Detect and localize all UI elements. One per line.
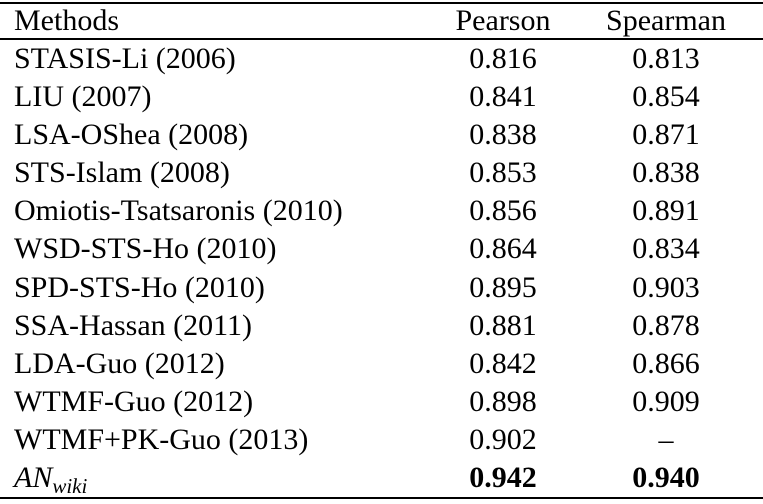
method-cell: Omiotis-Tsatsaronis (2010) [0,192,437,230]
spearman-value: 0.854 [632,80,700,114]
method-label: STS-Islam (2008) [14,156,230,190]
pearson-value: 0.838 [469,118,537,152]
method-cell: LSA-OShea (2008) [0,116,437,154]
method-label: LIU (2007) [14,80,152,114]
method-label: Omiotis-Tsatsaronis (2010) [14,194,343,228]
method-cell: WSD-STS-Ho (2010) [0,230,437,268]
pearson-value: 0.864 [469,232,537,266]
table-row: WTMF+PK-Guo (2013) 0.902 – [0,421,763,459]
method-label: WSD-STS-Ho (2010) [14,232,277,266]
spearman-value: 0.866 [632,346,700,380]
table-row: WTMF-Guo (2012) 0.898 0.909 [0,383,763,421]
pearson-value: 0.902 [469,422,537,456]
method-cell: WTMF-Guo (2012) [0,383,437,421]
spearman-value: 0.903 [632,270,700,304]
table-row: STASIS-Li (2006) 0.816 0.813 [0,39,763,78]
method-cell: STASIS-Li (2006) [0,39,437,78]
spearman-value: 0.940 [632,460,700,494]
table-header: Methods Pearson Spearman [0,3,763,39]
pearson-value: 0.942 [469,460,537,494]
pearson-value: 0.841 [469,80,537,114]
table-row: LIU (2007) 0.841 0.854 [0,78,763,116]
col-header-spearman: Spearman [606,4,726,37]
table-row: LDA-Guo (2012) 0.842 0.866 [0,345,763,383]
spearman-value: 0.909 [632,384,700,418]
method-label: AN [14,460,53,494]
pearson-value: 0.898 [469,384,537,418]
spearman-value: 0.871 [632,118,700,152]
spearman-value: – [658,422,674,456]
pearson-value: 0.816 [469,42,537,76]
method-cell: ANwiki [0,459,437,498]
table-row: ANwiki 0.942 0.940 [0,459,763,498]
spearman-value: 0.838 [632,156,700,190]
pearson-value: 0.842 [469,346,537,380]
method-label: LSA-OShea (2008) [14,118,249,152]
spearman-value: 0.878 [632,308,700,342]
method-label: WTMF+PK-Guo (2013) [14,422,309,456]
table-row: SSA-Hassan (2011) 0.881 0.878 [0,307,763,345]
spearman-value: 0.834 [632,232,700,266]
method-label: SSA-Hassan (2011) [14,308,253,342]
pearson-value: 0.881 [469,308,537,342]
col-header-pearson: Pearson [455,4,551,37]
table-body: STASIS-Li (2006) 0.816 0.813 LIU (2007) … [0,39,763,498]
table-row: LSA-OShea (2008) 0.838 0.871 [0,116,763,154]
table-row: WSD-STS-Ho (2010) 0.864 0.834 [0,230,763,268]
method-label: WTMF-Guo (2012) [14,384,254,418]
method-label: LDA-Guo (2012) [14,346,225,380]
method-cell: SSA-Hassan (2011) [0,307,437,345]
table-row: STS-Islam (2008) 0.853 0.838 [0,154,763,192]
col-header-methods: Methods [14,4,119,37]
table-row: Omiotis-Tsatsaronis (2010) 0.856 0.891 [0,192,763,230]
table-row: SPD-STS-Ho (2010) 0.895 0.903 [0,268,763,306]
method-cell: SPD-STS-Ho (2010) [0,268,437,306]
spearman-value: 0.891 [632,194,700,228]
method-label: SPD-STS-Ho (2010) [14,270,265,304]
method-subscript: wiki [52,473,88,498]
method-cell: LDA-Guo (2012) [0,345,437,383]
pearson-value: 0.856 [469,194,537,228]
method-cell: WTMF+PK-Guo (2013) [0,421,437,459]
pearson-value: 0.895 [469,270,537,304]
method-cell: LIU (2007) [0,78,437,116]
pearson-value: 0.853 [469,156,537,190]
spearman-value: 0.813 [632,42,700,76]
method-label: STASIS-Li (2006) [14,42,236,76]
method-cell: STS-Islam (2008) [0,154,437,192]
header-row: Methods Pearson Spearman [0,3,763,39]
